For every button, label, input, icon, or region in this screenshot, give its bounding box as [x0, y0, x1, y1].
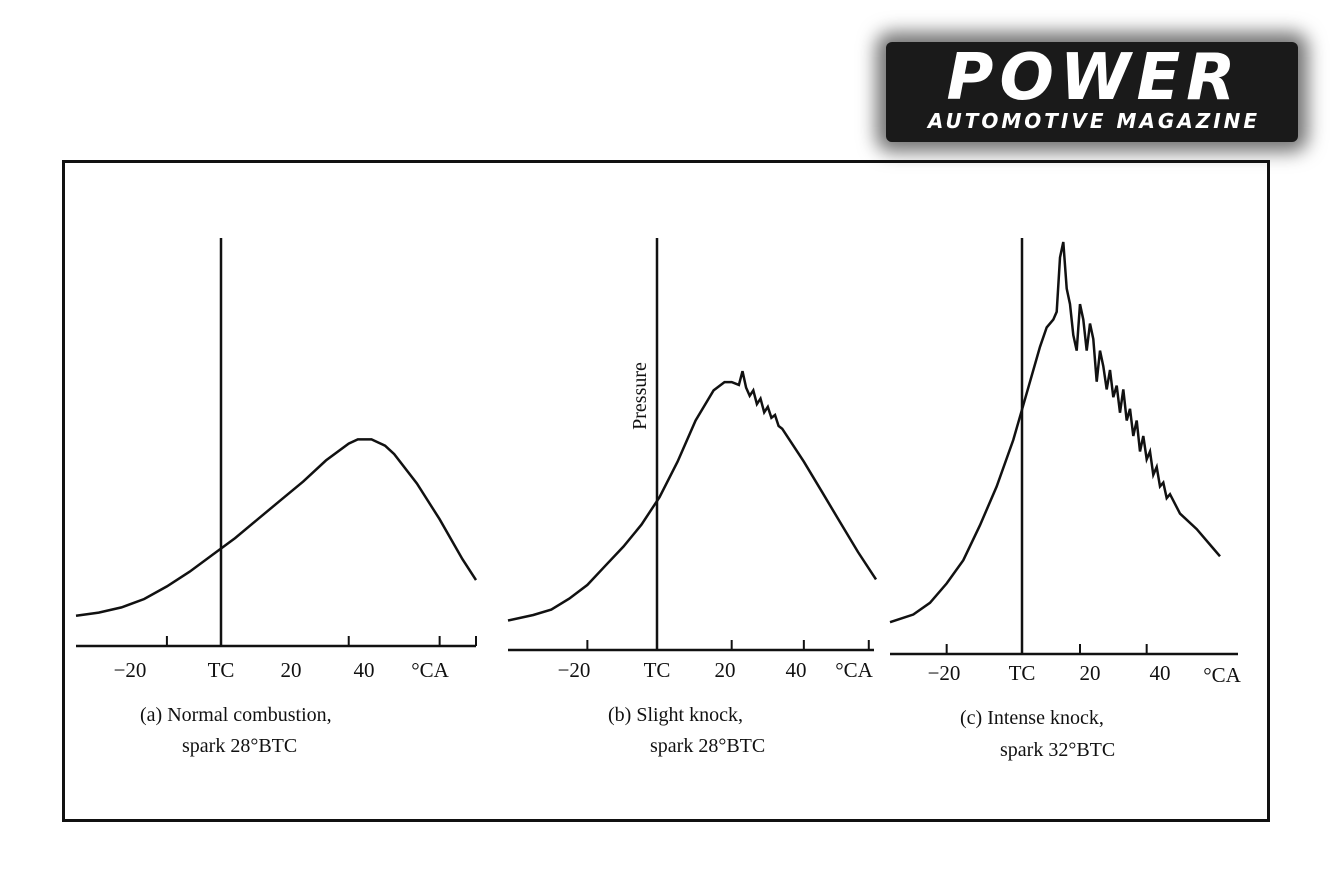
- panel-b-tick-label-40: 40: [786, 658, 807, 682]
- panel-c-tick-label-20: 20: [1080, 661, 1101, 685]
- panel-a-axis-unit: °CA: [411, 658, 449, 682]
- panel-b-axis-unit: °CA: [835, 658, 873, 682]
- panel-a-pressure-curve: [75, 438, 478, 618]
- panel-c-axis-unit: °CA: [1203, 663, 1241, 687]
- panel-b-caption-line2: spark 28°BTC: [650, 735, 765, 757]
- panel-a-tick-label-40: 40: [354, 658, 375, 682]
- panel-b-tick-label-m20: −20: [558, 658, 591, 682]
- logo-title: POWER: [946, 41, 1242, 115]
- panel-b-tick-label-tc: TC: [644, 658, 671, 682]
- panel-c-caption-line1: (c) Intense knock,: [960, 707, 1104, 729]
- logo-background: [886, 42, 1298, 142]
- panel-c: −20 TC 20 40 °CA (c) Intense knock, spar…: [889, 238, 1242, 761]
- panel-c-tick-label-40: 40: [1150, 661, 1171, 685]
- logo-subtitle: AUTOMOTIVE MAGAZINE: [927, 109, 1261, 133]
- panel-a: −20 TC 20 40 °CA (a) Normal combustion, …: [75, 238, 478, 757]
- panel-c-tick-label-m20: −20: [928, 661, 961, 685]
- panel-c-caption-line2: spark 32°BTC: [1000, 739, 1115, 761]
- panel-a-tick-label-20: 20: [281, 658, 302, 682]
- panel-b-pressure-curve: [507, 370, 878, 622]
- figure-frame: [62, 160, 1270, 822]
- panel-b-y-axis-label: Pressure: [629, 362, 651, 430]
- brand-logo: POWER AUTOMOTIVE MAGAZINE: [880, 38, 1310, 150]
- panel-b-tick-label-20: 20: [715, 658, 736, 682]
- panel-a-tick-label-tc: TC: [208, 658, 235, 682]
- panel-a-caption-line2: spark 28°BTC: [182, 735, 297, 757]
- panel-a-tick-label-m20: −20: [114, 658, 147, 682]
- panel-b: Pressure −20 TC 20 40 °CA (b) Slight kno…: [507, 238, 878, 757]
- panel-c-tick-label-tc: TC: [1009, 661, 1036, 685]
- panel-c-pressure-curve: [889, 241, 1221, 624]
- panel-b-caption-line1: (b) Slight knock,: [608, 704, 743, 726]
- panel-a-caption-line1: (a) Normal combustion,: [140, 704, 332, 726]
